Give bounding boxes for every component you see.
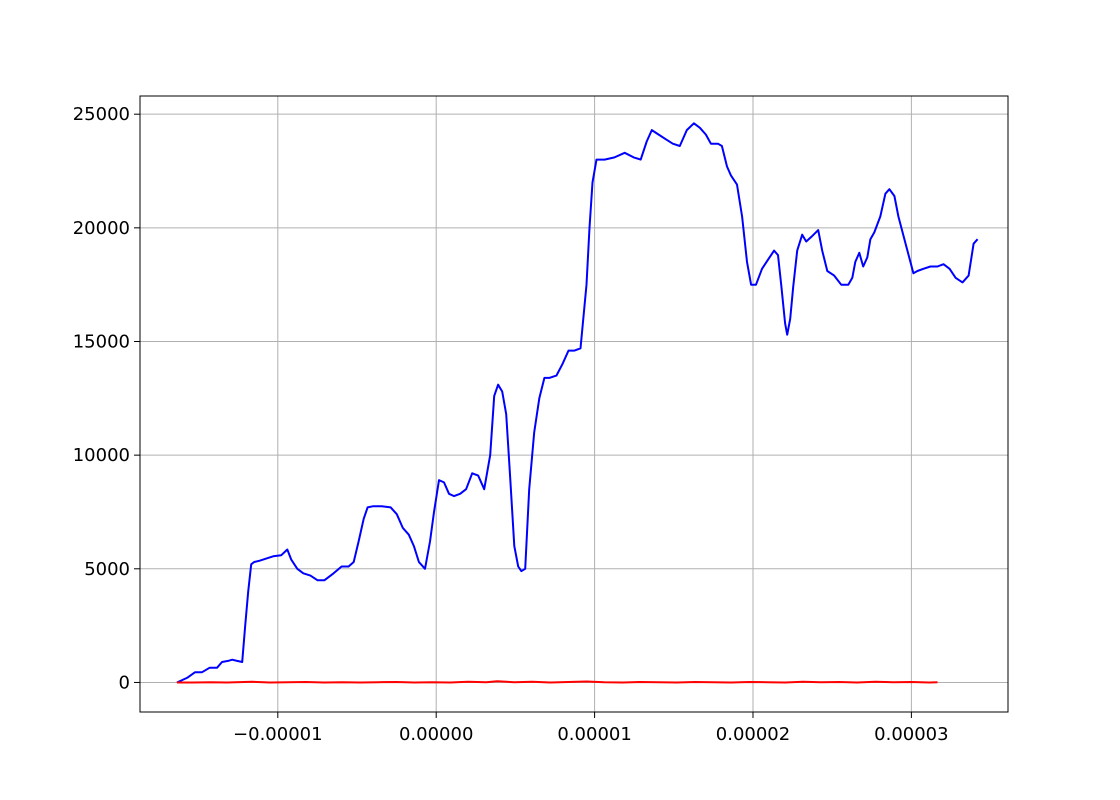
y-tick-label: 0 <box>119 672 130 693</box>
series-line-1 <box>176 122 979 684</box>
plot-frame <box>139 95 1009 713</box>
x-tick-label: 0.00001 <box>557 724 631 745</box>
x-tick-label: 0.00003 <box>874 724 948 745</box>
series-line-2 <box>176 680 938 684</box>
x-tick-label: 0.00002 <box>716 724 790 745</box>
grid-lines <box>140 96 1008 712</box>
y-tick-label: 5000 <box>84 559 130 580</box>
x-tick-label: 0.00000 <box>399 724 473 745</box>
y-tick-label: 15000 <box>73 331 130 352</box>
x-tick-label: −0.00001 <box>233 724 323 745</box>
y-tick-label: 25000 <box>73 104 130 125</box>
axis-ticks <box>134 113 912 718</box>
y-tick-label: 10000 <box>73 445 130 466</box>
y-tick-label: 20000 <box>73 218 130 239</box>
tick-labels: −0.00001 0.00000 0.00001 0.00002 0.00003 0 500… <box>73 104 949 745</box>
series-lines <box>176 122 979 684</box>
